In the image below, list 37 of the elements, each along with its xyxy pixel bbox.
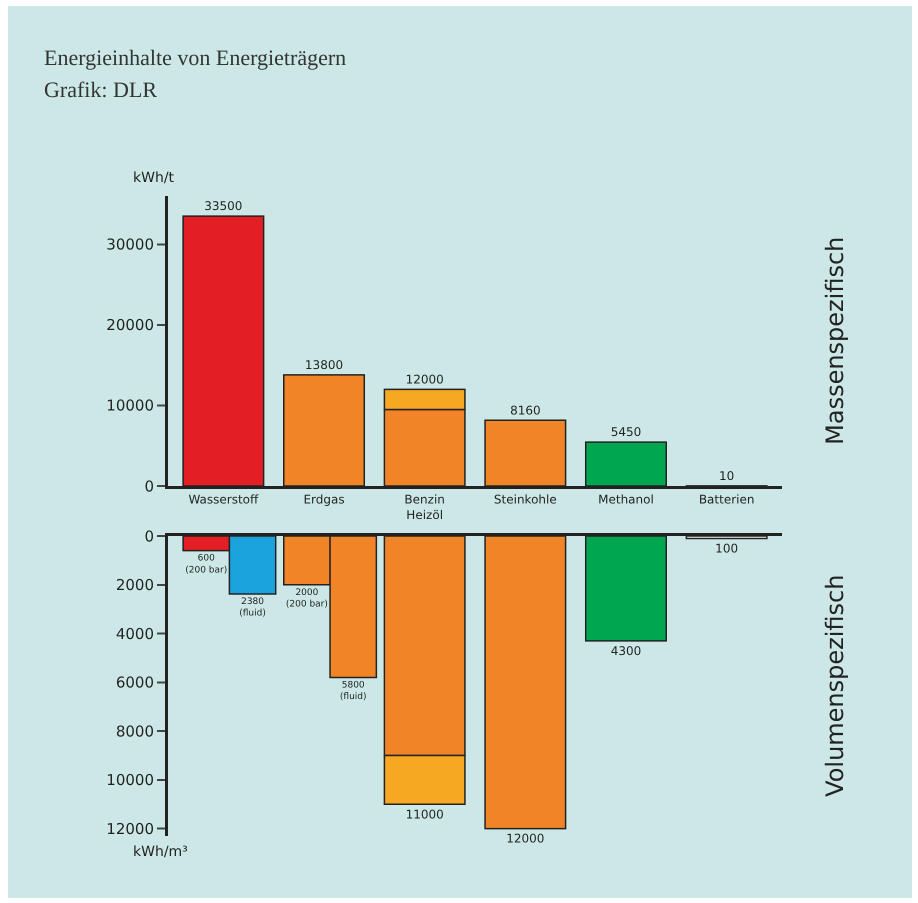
data-label: 5450 [610,425,642,440]
y-tick-label: 10000 [106,771,154,790]
x-tick-label: Wasserstoff [188,492,260,506]
y-tick-label: 4000 [116,624,154,643]
chart-subtitle: Grafik: DLR [44,76,158,104]
chart-title: Energieinhalte von Energieträgern [44,44,346,72]
y-tick-label: 6000 [116,674,154,692]
data-label: 100 [715,541,738,556]
data-label: 12000 [506,832,544,846]
y-tick-label: 12000 [106,820,154,838]
data-label: 8160 [510,403,541,418]
y-tick-label: 20000 [106,316,154,334]
data-label: 2000 (200 bar) [286,588,328,610]
data-label: 600 (200 bar) [185,554,228,576]
y-tick-label: 0 [144,527,154,546]
data-label: 4300 [610,644,642,658]
data-label: 5800 (fluid) [340,680,367,702]
y-tick-label: 10000 [106,396,154,415]
x-tick-label: Erdgas [303,492,345,506]
x-tick-label: Benzin Heizöl [404,492,445,522]
data-label: 11000 [406,807,444,822]
y-axis-title: kWh/m³ [133,844,188,860]
text: Massenspezifisch [820,236,849,445]
data-label: 2380 (fluid) [239,597,266,619]
x-tick-label: Steinkohle [494,492,557,506]
text: Volumenspezifisch [820,574,849,797]
y-tick-label: 0 [144,477,154,496]
y-tick-label: 30000 [106,236,154,254]
data-label: 33500 [204,199,242,214]
y-tick-label: 8000 [116,722,154,740]
x-tick-label: Batterien [698,492,754,506]
x-tick-label: Methanol [598,492,654,506]
y-axis-title: kWh/t [133,170,175,186]
data-label: 10 [719,468,734,483]
data-label: 13800 [304,358,344,372]
data-label: 12000 [406,372,444,386]
y-tick-label: 2000 [116,576,154,594]
